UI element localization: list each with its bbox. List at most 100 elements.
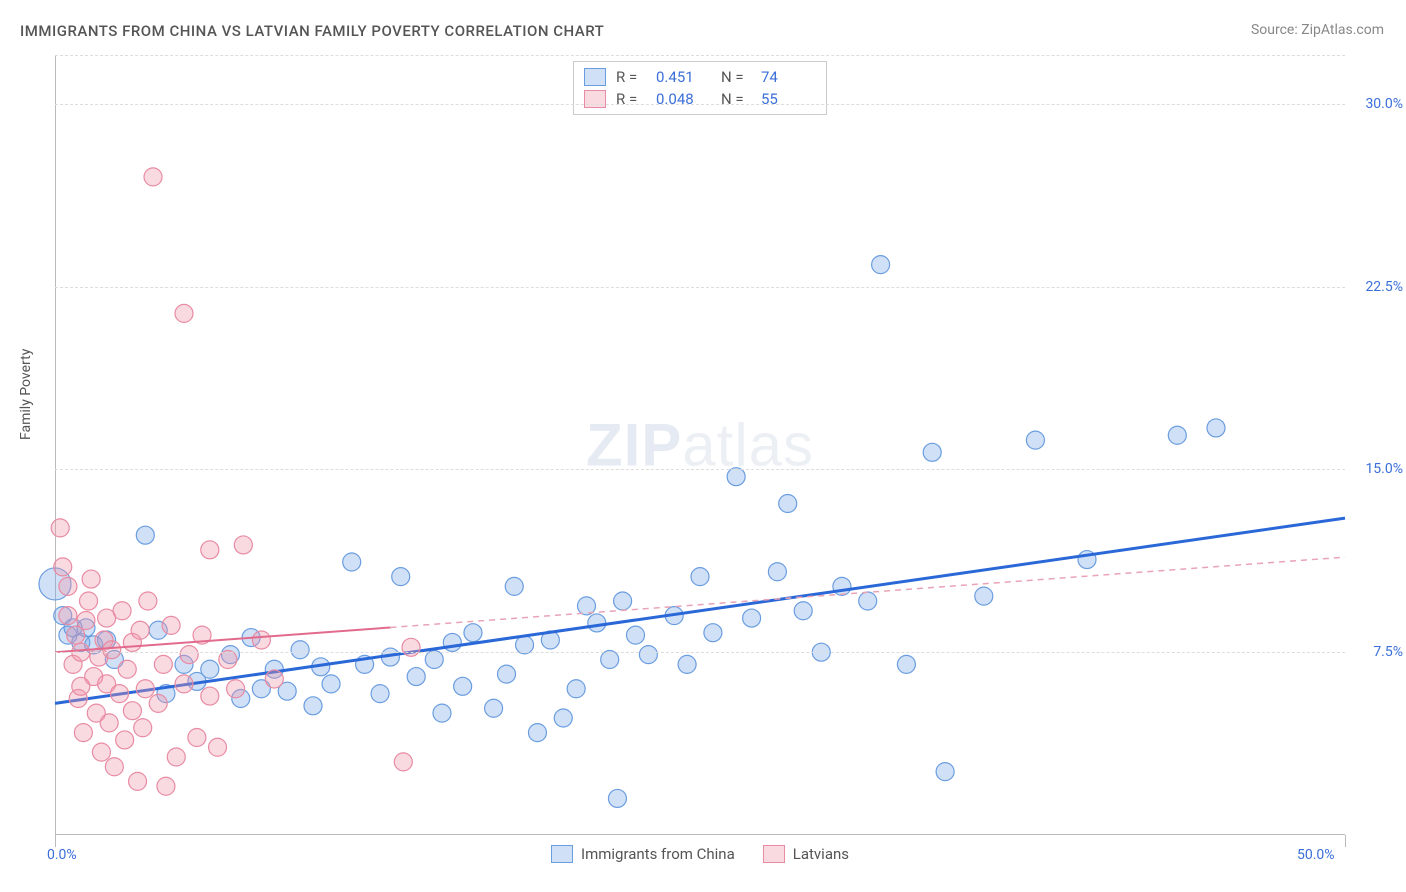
data-point [627,626,645,644]
data-point [252,631,270,649]
data-point [103,641,121,659]
data-point [614,592,632,610]
data-point [123,702,141,720]
data-point [118,660,136,678]
data-point [394,753,412,771]
data-point [139,592,157,610]
swatch-latvian-icon [763,845,785,863]
data-point [201,660,219,678]
data-point [134,719,152,737]
data-point [167,748,185,766]
data-point [291,641,309,659]
data-point [201,541,219,559]
data-point [923,443,941,461]
series-legend: Immigrants from China Latvians [551,845,849,863]
data-point [601,651,619,669]
data-point [136,526,154,544]
data-point [691,568,709,586]
data-point [768,563,786,581]
data-point [234,536,252,554]
data-point [727,468,745,486]
data-point [51,519,69,537]
data-point [528,724,546,742]
x-tick-mark [55,835,56,847]
data-point [116,731,134,749]
data-point [608,789,626,807]
gridline [55,287,1345,288]
data-point [54,558,72,576]
data-point [454,677,472,695]
x-tick-label: 50.0% [1297,847,1335,863]
data-point [304,697,322,715]
data-point [1207,419,1225,437]
chart-title: IMMIGRANTS FROM CHINA VS LATVIAN FAMILY … [20,22,604,40]
data-point [464,624,482,642]
data-point [59,577,77,595]
data-point [201,687,219,705]
data-point [567,680,585,698]
data-point [516,636,534,654]
y-tick-label: 15.0% [1365,461,1403,477]
swatch-china-icon [551,845,573,863]
data-point [936,763,954,781]
data-point [779,495,797,513]
data-point [129,772,147,790]
data-point [74,724,92,742]
data-point [678,655,696,673]
data-point [897,655,915,673]
data-point [149,694,167,712]
data-point [407,668,425,686]
data-point [92,743,110,761]
data-point [794,602,812,620]
data-point [505,577,523,595]
data-point [219,651,237,669]
data-point [59,607,77,625]
data-point [175,304,193,322]
y-tick-label: 30.0% [1365,96,1403,112]
data-point [188,729,206,747]
data-point [111,685,129,703]
plot-area: ZIPatlas R =0.451 N =74 R =0.048 N =55 I… [55,55,1345,835]
data-point [131,621,149,639]
legend-label-latvian: Latvians [793,845,849,863]
data-point [322,675,340,693]
data-point [113,602,131,620]
swatch-china [584,68,606,86]
data-point [227,680,245,698]
gridline [55,652,1345,653]
data-point [154,655,172,673]
legend-row-china: R =0.451 N =74 [584,66,816,88]
data-point [265,670,283,688]
gridline [55,469,1345,470]
data-point [100,714,118,732]
data-point [872,256,890,274]
swatch-latvian [584,90,606,108]
data-point [80,592,98,610]
data-point [554,709,572,727]
data-point [82,570,100,588]
data-point [144,168,162,186]
scatter-svg [55,55,1345,835]
y-axis-label: Family Poverty [18,349,34,440]
data-point [162,616,180,634]
data-point [105,758,123,776]
data-point [209,738,227,756]
data-point [77,612,95,630]
data-point [975,587,993,605]
data-point [743,609,761,627]
data-point [180,646,198,664]
data-point [136,680,154,698]
data-point [704,624,722,642]
data-point [157,777,175,795]
data-point [402,638,420,656]
data-point [859,592,877,610]
data-point [175,675,193,693]
source-attribution: Source: ZipAtlas.com [1251,22,1384,38]
correlation-legend: R =0.451 N =74 R =0.048 N =55 [573,61,827,115]
legend-row-latvian: R =0.048 N =55 [584,88,816,110]
gridline [55,104,1345,105]
data-point [425,651,443,669]
data-point [1168,426,1186,444]
data-point [343,553,361,571]
data-point [392,568,410,586]
